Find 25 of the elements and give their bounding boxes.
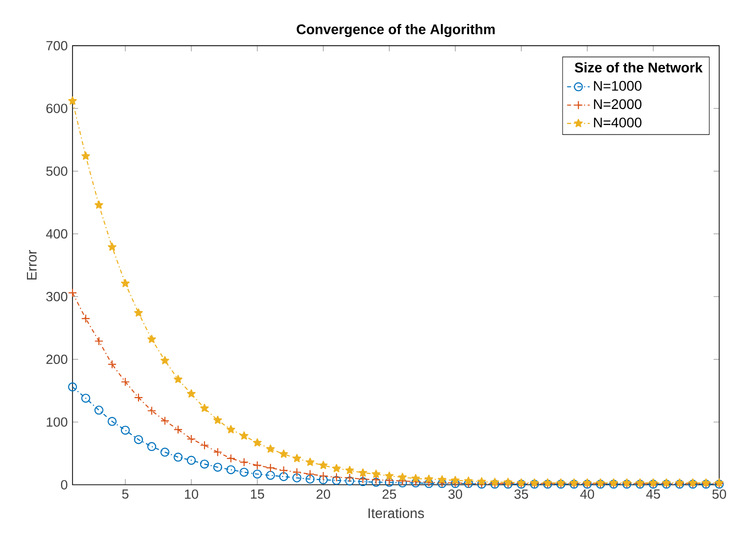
y-tick-label: 300 [46,292,68,302]
x-tick-label: 15 [250,489,264,499]
y-tick-label: 100 [46,417,68,427]
legend-label: N=2000 [594,99,642,109]
x-tick-label: 20 [316,489,330,499]
x-tick-label: 25 [382,489,396,499]
legend-label: N=1000 [594,80,642,91]
x-tick-label: 30 [448,489,462,499]
y-tick-label: 500 [46,166,68,176]
legend-label: N=4000 [594,117,642,128]
y-tick-label: 400 [46,229,68,238]
x-tick-label: 40 [580,489,594,499]
y-tick-label: 600 [46,104,68,113]
x-tick-label: 10 [184,489,198,499]
y-tick-label: 700 [46,40,68,50]
chart-title: Convergence of the Algorithm [296,24,495,37]
x-tick-label: 50 [712,489,726,499]
legend-title: Size of the Network [574,62,703,72]
x-axis-title: Iterations [368,508,424,518]
x-tick-label: 45 [646,489,660,499]
y-tick-label: 0 [60,480,68,490]
x-tick-label: 5 [122,489,128,499]
y-axis-title: Error [26,250,37,280]
y-tick-label: 200 [46,354,68,364]
x-tick-label: 35 [514,489,528,499]
